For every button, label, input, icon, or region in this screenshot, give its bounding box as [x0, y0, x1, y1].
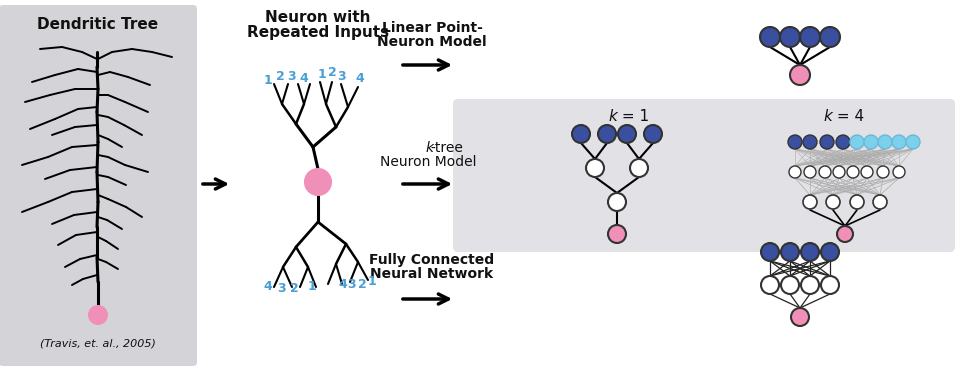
Circle shape — [305, 169, 331, 195]
Text: Neuron Model: Neuron Model — [380, 155, 477, 169]
Text: k: k — [608, 109, 617, 124]
Circle shape — [788, 135, 802, 149]
Circle shape — [791, 308, 809, 326]
Circle shape — [877, 166, 889, 178]
Text: 3: 3 — [338, 70, 346, 83]
Text: Repeated Inputs: Repeated Inputs — [247, 25, 389, 40]
FancyBboxPatch shape — [0, 5, 197, 366]
Circle shape — [761, 276, 779, 294]
Circle shape — [608, 225, 626, 243]
Circle shape — [618, 125, 636, 143]
Circle shape — [826, 195, 840, 209]
Circle shape — [781, 243, 799, 261]
Circle shape — [572, 125, 590, 143]
Text: 2: 2 — [358, 278, 367, 291]
Text: Fully Connected: Fully Connected — [369, 253, 495, 267]
Circle shape — [761, 243, 779, 261]
Text: -tree: -tree — [430, 141, 463, 155]
Text: Neuron with: Neuron with — [265, 10, 370, 25]
Circle shape — [804, 166, 816, 178]
Text: = 4: = 4 — [832, 109, 864, 124]
Circle shape — [820, 27, 840, 47]
Text: 4: 4 — [339, 278, 347, 291]
Text: 3: 3 — [288, 70, 297, 83]
Circle shape — [780, 27, 800, 47]
Text: 2: 2 — [290, 282, 299, 295]
Text: Neural Network: Neural Network — [370, 267, 494, 281]
Text: (Travis, et. al., 2005): (Travis, et. al., 2005) — [40, 339, 156, 349]
Circle shape — [819, 166, 831, 178]
Circle shape — [789, 166, 801, 178]
Text: k: k — [426, 141, 434, 155]
Text: 1: 1 — [367, 275, 376, 288]
Circle shape — [801, 243, 819, 261]
Circle shape — [608, 193, 626, 211]
Text: 2: 2 — [276, 70, 284, 83]
Text: 1: 1 — [307, 280, 317, 293]
Circle shape — [760, 27, 780, 47]
Circle shape — [801, 276, 819, 294]
Text: 4: 4 — [300, 72, 308, 85]
Text: 1: 1 — [263, 74, 273, 87]
Circle shape — [906, 135, 920, 149]
Circle shape — [833, 166, 845, 178]
Text: = 1: = 1 — [617, 109, 649, 124]
Text: 3: 3 — [347, 278, 356, 291]
Circle shape — [89, 306, 107, 324]
Circle shape — [837, 226, 853, 242]
Circle shape — [873, 195, 887, 209]
Circle shape — [847, 166, 859, 178]
Circle shape — [630, 159, 648, 177]
Circle shape — [892, 135, 906, 149]
Circle shape — [800, 27, 820, 47]
Circle shape — [893, 166, 905, 178]
Circle shape — [781, 276, 799, 294]
Circle shape — [820, 135, 834, 149]
Text: 1: 1 — [318, 68, 326, 81]
Circle shape — [850, 195, 864, 209]
Circle shape — [836, 135, 850, 149]
FancyBboxPatch shape — [453, 99, 955, 252]
Circle shape — [821, 276, 839, 294]
Circle shape — [586, 159, 604, 177]
Circle shape — [790, 65, 810, 85]
Circle shape — [861, 166, 873, 178]
Text: k: k — [823, 109, 832, 124]
Circle shape — [644, 125, 662, 143]
Circle shape — [821, 243, 839, 261]
Circle shape — [864, 135, 878, 149]
Circle shape — [598, 125, 616, 143]
Circle shape — [803, 195, 817, 209]
Text: Linear Point-: Linear Point- — [382, 21, 482, 35]
Text: 2: 2 — [327, 66, 336, 79]
Text: 4: 4 — [263, 280, 273, 293]
Text: 4: 4 — [356, 72, 365, 85]
Text: Neuron Model: Neuron Model — [377, 35, 487, 49]
Circle shape — [878, 135, 892, 149]
Circle shape — [850, 135, 864, 149]
Text: Dendritic Tree: Dendritic Tree — [37, 17, 159, 32]
Circle shape — [803, 135, 817, 149]
Text: 3: 3 — [278, 282, 286, 295]
